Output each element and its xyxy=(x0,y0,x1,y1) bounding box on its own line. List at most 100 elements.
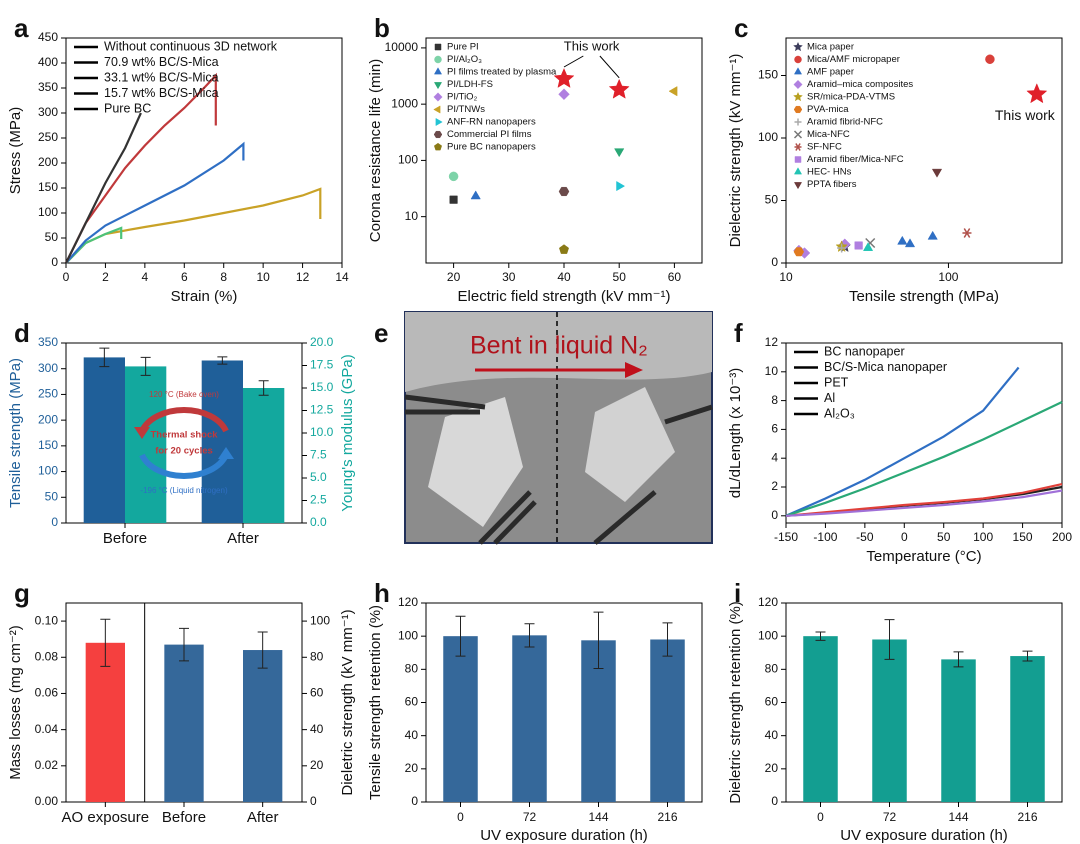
legend-label: Al xyxy=(824,391,835,405)
series-line xyxy=(785,489,1063,517)
legend-label: BC/S-Mica nanopaper xyxy=(824,360,947,374)
y-axis-title: dL/dLength (x 10⁻³) xyxy=(727,368,744,499)
legend-label: Aramid fiber/Mica-NFC xyxy=(807,154,904,165)
x-tick-label: 0 xyxy=(817,810,824,824)
y-tick-label: 250 xyxy=(38,387,58,401)
legend-label: Without continuous 3D network xyxy=(104,39,278,53)
note-top: 120 °C (Bake oven) xyxy=(149,390,219,399)
highlight-point xyxy=(553,67,575,88)
sheet xyxy=(428,397,523,527)
y-tick-label: 0.00 xyxy=(35,794,59,808)
panel-label: h xyxy=(374,578,390,608)
x-axis-title: Tensile strength (MPa) xyxy=(849,288,999,305)
y-tick-label: 100 xyxy=(758,628,778,642)
x-tick-label: 50 xyxy=(613,270,627,284)
y-axis-title: Tensile strength retention (%) xyxy=(367,605,384,800)
legend-swatch xyxy=(434,142,442,151)
x-tick-label: 4 xyxy=(142,270,149,284)
legend-swatch xyxy=(794,143,802,151)
legend-swatch xyxy=(433,130,443,139)
bar xyxy=(125,366,167,523)
y2-tick-label: 2.5 xyxy=(310,493,327,507)
y-tick-label: 350 xyxy=(38,80,58,94)
data-point xyxy=(931,168,943,178)
x-tick-label: 12 xyxy=(296,270,310,284)
error-bar xyxy=(884,619,895,660)
y-tick-label: 0 xyxy=(771,794,778,808)
x-tick-label: 60 xyxy=(668,270,682,284)
legend-swatch xyxy=(434,43,442,51)
legend-swatch xyxy=(433,105,441,114)
x-tick-label: 0 xyxy=(901,530,908,544)
y-tick-label: 0 xyxy=(411,794,418,808)
y-tick-label: 120 xyxy=(758,595,778,609)
bar xyxy=(650,639,685,802)
legend-swatch xyxy=(793,130,803,139)
bar xyxy=(443,636,478,802)
bar xyxy=(872,639,907,802)
plot-frame xyxy=(785,37,1063,264)
y-tick-label: 10 xyxy=(765,364,779,378)
x-tick-label: 100 xyxy=(973,530,993,544)
x-tick-label: 0 xyxy=(457,810,464,824)
y-tick-label: 0.04 xyxy=(35,722,59,736)
legend-label: BC nanopaper xyxy=(824,344,905,358)
legend-label: PI/TiO₂ xyxy=(447,92,478,103)
y-tick-label: 300 xyxy=(38,105,58,119)
x-tick-label: 0 xyxy=(63,270,70,284)
y2-tick-label: 0.0 xyxy=(310,515,327,529)
cool-arrowhead xyxy=(218,447,234,459)
y-tick-label: 250 xyxy=(38,130,58,144)
x-tick-label: 216 xyxy=(1017,810,1037,824)
legend-label: Mica/AMF micropaper xyxy=(807,54,900,65)
y-tick-label: 150 xyxy=(758,68,778,82)
error-bar xyxy=(524,623,535,648)
x-axis-title: Temperature (°C) xyxy=(866,548,981,565)
y-tick-label: 40 xyxy=(405,728,419,742)
x-tick-label: 50 xyxy=(937,530,951,544)
data-point xyxy=(668,86,678,97)
data-point xyxy=(854,241,863,250)
y2-tick-label: 12.5 xyxy=(310,403,334,417)
error-bar xyxy=(258,380,269,396)
error-bar xyxy=(179,627,189,662)
x-tick-label: Before xyxy=(162,809,206,826)
legend-swatch xyxy=(434,55,442,64)
error-bar xyxy=(662,622,673,657)
series-line xyxy=(785,483,1063,517)
y2-tick-label: 40 xyxy=(310,722,324,736)
cool-arc xyxy=(139,453,229,480)
legend-swatch xyxy=(793,105,803,114)
y-tick-label: 120 xyxy=(398,595,418,609)
legend-label: Pure PI xyxy=(447,42,479,53)
y2-tick-label: 17.5 xyxy=(310,358,334,372)
legend-label: Aramid fibrid-NFC xyxy=(807,117,883,128)
data-point xyxy=(862,242,874,251)
y-tick-label: 0.06 xyxy=(35,686,59,700)
x-tick-label: 72 xyxy=(883,810,897,824)
bar xyxy=(941,659,976,802)
y-tick-label: 200 xyxy=(38,412,58,426)
data-point xyxy=(558,88,570,101)
heat-arc xyxy=(139,406,229,433)
y-tick-label: 0 xyxy=(771,255,778,269)
plot-frame xyxy=(785,342,1063,524)
error-bar xyxy=(815,631,826,641)
y-tick-label: 40 xyxy=(765,728,779,742)
x-tick-label: After xyxy=(247,809,279,826)
y-tick-label: 0.08 xyxy=(35,649,59,663)
y-tick-label: 10 xyxy=(405,209,419,223)
legend-swatch xyxy=(793,91,803,102)
legend-swatch xyxy=(794,118,802,126)
legend-label: Aramid–mica composites xyxy=(807,79,913,90)
panel-label: d xyxy=(14,318,30,348)
plot-frame xyxy=(65,37,343,264)
legend-label: PI/Al₂O₃ xyxy=(447,54,482,65)
x-tick-label: 144 xyxy=(588,810,608,824)
data-point xyxy=(927,230,938,240)
legend-swatch xyxy=(793,41,803,52)
x-tick-label: 40 xyxy=(557,270,571,284)
caption-arrowhead xyxy=(625,362,643,378)
y-tick-label: 300 xyxy=(38,361,58,375)
x-tick-label: 150 xyxy=(1013,530,1033,544)
